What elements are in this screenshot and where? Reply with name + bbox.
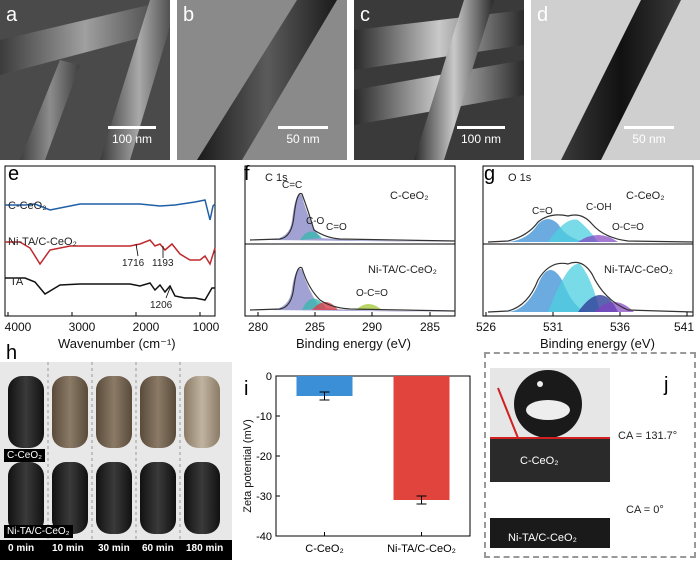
sem-image-a: [0, 0, 170, 160]
ftir-legend-ni-ta: Ni-TA/C-CeO₂: [8, 236, 77, 248]
scale-bar-b: [278, 126, 328, 129]
scale-bar-d: [624, 126, 674, 129]
panel-label-b: b: [183, 4, 195, 26]
scale-text-a: 100 nm: [111, 132, 153, 146]
time-strip: 0 min 10 min 30 min 60 min 180 min: [0, 540, 232, 560]
scale-bar-c: [457, 126, 505, 129]
xps-c1s-bottom-sample: Ni-TA/C-CeO₂: [368, 264, 437, 276]
contact-angle-frame: [484, 352, 696, 558]
sem-image-d: [531, 0, 700, 160]
time-label: 0 min: [8, 543, 35, 554]
zeta-ytick-label: -10: [256, 411, 272, 423]
xps-o1s-xtick: 531: [542, 320, 564, 334]
xps-o1s-xlabel: Binding energy (eV): [540, 336, 655, 351]
zeta-ytick-label: -40: [256, 531, 272, 543]
xps-o1s-peak-ceqo: C=O: [532, 206, 553, 217]
ca-bottom-sample: Ni-TA/C-CeO₂: [508, 532, 577, 544]
panel-label-g: g: [484, 163, 496, 185]
panel-label-a: a: [6, 4, 18, 26]
xps-peak-co: C-O: [306, 216, 325, 227]
ftir-plot: [4, 165, 216, 317]
zeta-ytick-label: 0: [266, 371, 272, 383]
scale-text-c: 100 nm: [460, 132, 502, 146]
panel-label-i: i: [244, 378, 249, 400]
panel-label-j: j: [664, 374, 669, 396]
panel-label-c: c: [360, 4, 370, 26]
ftir-peak-1206: 1206: [150, 300, 173, 311]
xps-c1s-xtick: 285: [304, 320, 326, 334]
xps-peak-oco: O-C=O: [356, 288, 388, 299]
time-label: 180 min: [186, 543, 224, 554]
ca-bottom-value: CA = 0°: [626, 504, 664, 516]
vial-row-c-ceo2: C-CeO₂: [4, 449, 45, 462]
xps-o1s-xtick: 526: [475, 320, 497, 334]
xps-o1s-xtick: 541: [673, 320, 695, 334]
xps-c1s-xtick: 285: [419, 320, 441, 334]
zeta-bar: [296, 376, 353, 396]
ca-top-sample: C-CeO₂: [520, 455, 559, 467]
time-label: 30 min: [98, 543, 130, 554]
xps-c1s-xtick: 280: [247, 320, 269, 334]
ftir-series-ni-ta: [5, 239, 216, 266]
ftir-xtick: 4000: [4, 320, 32, 334]
sem-image-c: [354, 0, 524, 160]
ftir-series-ta: [5, 277, 215, 301]
xps-o1s-peak-coh: C-OH: [586, 202, 612, 213]
time-label: 10 min: [52, 543, 84, 554]
vial-row-ni-ta: Ni-TA/C-CeO₂: [4, 525, 73, 538]
xps-c1s-top-sample: C-CeO₂: [390, 190, 429, 202]
xps-o1s-title: O 1s: [508, 172, 532, 184]
xps-c1s-xlabel: Binding energy (eV): [296, 336, 411, 351]
xps-peak-cc: C=C: [282, 180, 303, 191]
ftir-legend-ta: TA: [10, 276, 24, 288]
zeta-category-label: C-CeO₂: [305, 543, 344, 555]
panel-label-e: e: [8, 163, 20, 185]
ca-top-value: CA = 131.7°: [618, 430, 678, 442]
panel-label-f: f: [244, 163, 250, 185]
xps-o1s-peak-oco: O-C=O: [612, 222, 644, 233]
zeta-ytick-label: -20: [256, 451, 272, 463]
ftir-peak-1716: 1716: [122, 258, 145, 269]
zeta-bar: [393, 376, 450, 500]
ftir-legend-c-ceo2: C-CeO₂: [8, 200, 47, 212]
zeta-ytick-label: -30: [256, 491, 272, 503]
xps-o1s-top-sample: C-CeO₂: [626, 190, 665, 202]
zeta-category-label: Ni-TA/C-CeO₂: [387, 543, 456, 555]
xps-o1s-plot: [482, 165, 694, 317]
xps-c1s-title: C 1s: [265, 172, 288, 184]
scale-text-d: 50 nm: [632, 132, 666, 146]
xps-peak-ceqo: C=O: [326, 222, 347, 233]
time-label: 60 min: [142, 543, 174, 554]
ftir-xtick: 3000: [68, 320, 96, 334]
xps-o1s-xtick: 536: [609, 320, 631, 334]
contact-angle-images: [490, 368, 610, 548]
ftir-series-c-ceo2: [5, 199, 216, 221]
scale-bar-a: [108, 126, 156, 129]
scale-text-b: 50 nm: [286, 132, 320, 146]
ftir-xlabel: Wavenumber (cm⁻¹): [58, 336, 176, 351]
ftir-xtick: 1000: [192, 320, 220, 334]
ftir-xtick: 2000: [132, 320, 160, 334]
panel-label-h: h: [6, 342, 18, 364]
sem-image-b: [177, 0, 347, 160]
xps-o1s-bottom-sample: Ni-TA/C-CeO₂: [604, 264, 673, 276]
ftir-peak-1193: 1193: [152, 258, 174, 269]
xps-c1s-xtick: 290: [361, 320, 383, 334]
zeta-chart: 0 -10 -20 -30 -40 C-CeO₂ Ni-TA/C-CeO₂: [256, 371, 471, 555]
panel-label-d: d: [537, 4, 549, 26]
xps-c1s-plot: [244, 165, 456, 317]
